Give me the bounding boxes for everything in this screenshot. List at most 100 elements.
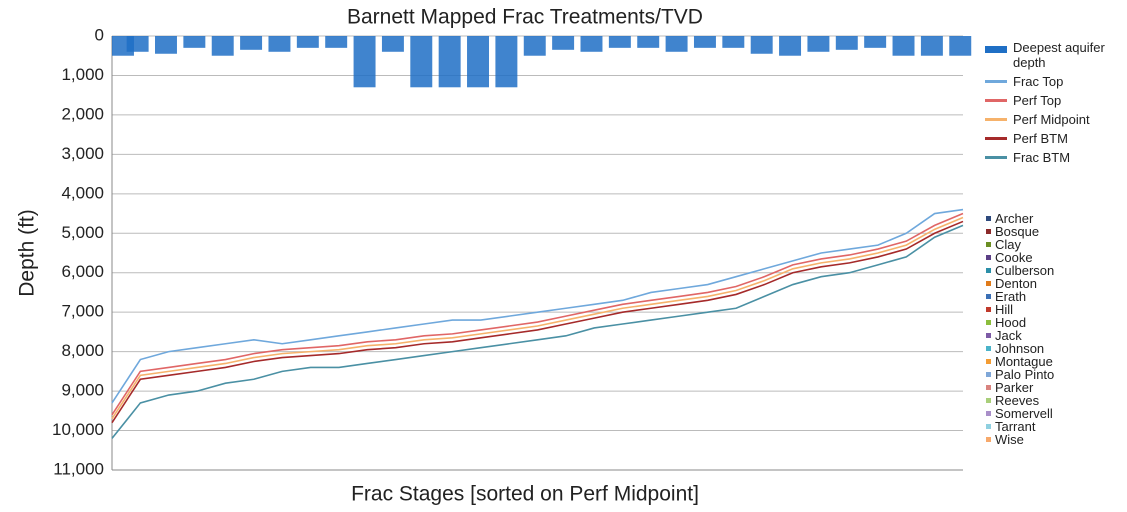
county-swatch — [986, 216, 991, 221]
county-entry: Wise — [986, 433, 1054, 446]
legend-entry: Frac Top — [985, 74, 1115, 89]
y-tick-label: 3,000 — [61, 144, 104, 163]
county-label: Denton — [995, 276, 1037, 291]
aquifer-bar — [779, 36, 802, 56]
county-swatch — [986, 333, 991, 338]
chart-title: Barnett Mapped Frac Treatments/TVD — [347, 6, 703, 29]
county-label: Wise — [995, 432, 1024, 447]
county-label: Bosque — [995, 224, 1040, 239]
legend-label: Frac Top — [1013, 74, 1064, 89]
county-entry: Johnson — [986, 342, 1054, 355]
county-label: Culberson — [995, 263, 1055, 278]
county-swatch — [986, 242, 991, 247]
aquifer-bar — [126, 36, 149, 52]
county-swatch — [986, 346, 991, 351]
legend-entry: Perf Top — [985, 93, 1115, 108]
x-axis-label: Frac Stages [sorted on Perf Midpoint] — [351, 483, 699, 506]
county-swatch — [986, 294, 991, 299]
series-line — [111, 208, 964, 404]
aquifer-bar — [296, 36, 319, 48]
aquifer-bar — [410, 36, 433, 88]
county-entry: Parker — [986, 381, 1054, 394]
aquifer-bar — [722, 36, 745, 48]
county-swatch — [986, 307, 991, 312]
aquifer-bar — [608, 36, 631, 48]
legend-label: Deepest aquifer depth — [1013, 40, 1105, 70]
county-swatch — [986, 320, 991, 325]
county-swatch — [986, 385, 991, 390]
county-entry: Denton — [986, 277, 1054, 290]
county-swatch — [986, 255, 991, 260]
aquifer-bar — [523, 36, 546, 56]
county-label: Palo Pinto — [995, 367, 1055, 382]
aquifer-bar — [325, 36, 348, 48]
aquifer-bar — [381, 36, 404, 52]
y-tick-label: 7,000 — [61, 302, 104, 321]
county-swatch — [986, 424, 991, 429]
county-label: Jack — [995, 328, 1022, 343]
y-tick-label: 4,000 — [61, 183, 104, 202]
aquifer-bar — [240, 36, 263, 50]
y-tick-label: 5,000 — [61, 223, 104, 242]
legend-label: Frac BTM — [1013, 150, 1071, 165]
legend-swatch — [985, 118, 1007, 121]
y-tick-label: 2,000 — [61, 104, 104, 123]
aquifer-bar — [495, 36, 518, 88]
legend-swatch — [985, 156, 1007, 159]
legend-swatch — [985, 80, 1007, 83]
county-entry: Hood — [986, 316, 1054, 329]
aquifer-bar — [552, 36, 575, 50]
legend-swatch — [985, 99, 1007, 102]
county-swatch — [986, 411, 991, 416]
county-swatch — [986, 268, 991, 273]
legend-entry: Frac BTM — [985, 150, 1115, 165]
y-tick-label: 8,000 — [61, 341, 104, 360]
aquifer-bar — [750, 36, 773, 54]
legend-label: Perf Top — [1013, 93, 1062, 108]
county-entry: Palo Pinto — [986, 368, 1054, 381]
aquifer-bar — [438, 36, 461, 88]
county-label: Hill — [995, 302, 1014, 317]
county-entry: Clay — [986, 238, 1054, 251]
y-tick-label: 10,000 — [52, 420, 104, 439]
county-label: Reeves — [995, 393, 1040, 408]
aquifer-bar — [211, 36, 234, 56]
aquifer-bar — [864, 36, 887, 48]
legend-swatch — [985, 46, 1007, 53]
y-tick-label: 11,000 — [53, 459, 104, 478]
county-label: Archer — [995, 211, 1034, 226]
county-label: Hood — [995, 315, 1027, 330]
county-label: Tarrant — [995, 419, 1036, 434]
y-tick-label: 0 — [95, 25, 104, 44]
county-label: Cooke — [995, 250, 1033, 265]
county-label: Clay — [995, 237, 1022, 252]
county-label: Somervell — [995, 406, 1053, 421]
county-swatch — [986, 437, 991, 442]
county-entry: Cooke — [986, 251, 1054, 264]
county-entry: Bosque — [986, 225, 1054, 238]
series-line — [111, 216, 964, 420]
county-label: Johnson — [995, 341, 1045, 356]
series-line — [111, 220, 964, 424]
county-entry: Reeves — [986, 394, 1054, 407]
y-tick-label: 1,000 — [61, 65, 104, 84]
aquifer-bar — [637, 36, 660, 48]
series-line — [111, 212, 964, 416]
aquifer-bar — [580, 36, 603, 52]
y-tick-label: 6,000 — [61, 262, 104, 281]
aquifer-bar — [949, 36, 972, 56]
county-entry: Somervell — [986, 407, 1054, 420]
aquifer-bar — [892, 36, 915, 56]
county-swatch — [986, 229, 991, 234]
county-label: Parker — [995, 380, 1034, 395]
aquifer-bar — [467, 36, 490, 88]
county-entry: Jack — [986, 329, 1054, 342]
aquifer-bar — [353, 36, 376, 88]
county-swatch — [986, 359, 991, 364]
aquifer-bar — [665, 36, 688, 52]
y-axis-label: Depth (ft) — [16, 209, 39, 297]
aquifer-bar — [155, 36, 177, 54]
aquifer-bar — [807, 36, 830, 52]
